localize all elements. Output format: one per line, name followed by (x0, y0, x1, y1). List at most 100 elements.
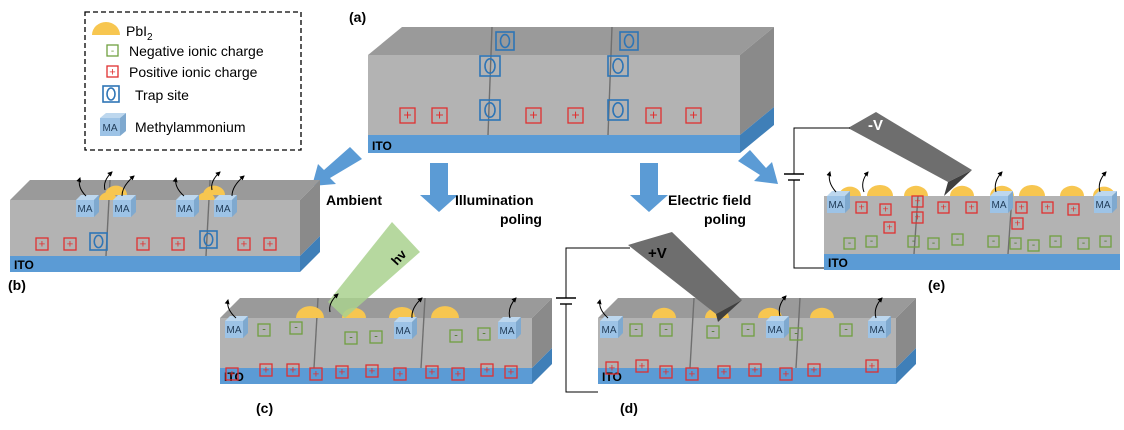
svg-text:+: + (429, 366, 436, 378)
negative-charge: - (289, 321, 303, 335)
svg-text:-: - (992, 236, 995, 247)
negative-charge: - (449, 329, 463, 343)
svg-text:MA: MA (602, 325, 617, 336)
positive-charge: + (911, 211, 924, 224)
ito-side (896, 348, 916, 384)
grain-boundary (795, 297, 801, 369)
negative-charge: - (629, 323, 643, 337)
arrow-label-illumination: Illumination (455, 192, 534, 208)
svg-text:+: + (968, 203, 974, 214)
negative-charge: - (951, 233, 964, 246)
positive-charge: + (171, 237, 185, 251)
methylammonium: MA (225, 316, 248, 338)
pbi2-grain (296, 306, 324, 318)
svg-text:MA: MA (103, 123, 118, 134)
film-front (824, 196, 1120, 254)
methylammonium: MA (766, 316, 789, 338)
svg-text:-: - (1014, 238, 1017, 249)
svg-text:+: + (914, 197, 920, 208)
legend-negative-sign: - (111, 46, 114, 57)
trap-site (479, 55, 501, 77)
ito-label: ITO (14, 258, 34, 272)
positive-charge: + (635, 359, 649, 373)
legend-pbi2-label: PbI2 (126, 23, 153, 43)
ito-front (368, 135, 740, 153)
circuit-wire (793, 127, 850, 174)
panel-label-a: (a) (349, 9, 366, 25)
svg-text:-: - (848, 238, 851, 249)
svg-text:-: - (634, 324, 638, 336)
svg-text:+: + (639, 360, 646, 372)
methylammonium: MA (827, 191, 850, 213)
positive-charge: + (286, 363, 300, 377)
negative-charge: - (1049, 235, 1062, 248)
film-top (220, 298, 552, 318)
legend-positive-sign: + (109, 67, 115, 79)
arrow-illumination (420, 163, 458, 212)
positive-charge: + (225, 367, 239, 381)
svg-text:MA: MA (396, 326, 411, 337)
escape-arrow (862, 171, 869, 193)
svg-text:+: + (858, 203, 864, 214)
afm-tip (628, 232, 742, 314)
svg-text:+: + (940, 203, 946, 214)
positive-charge: + (1041, 201, 1054, 214)
legend-positive-label: Positive ionic charge (129, 64, 258, 80)
circuit-wire (565, 304, 598, 393)
pbi2-grain (810, 307, 834, 318)
positive-charge: + (567, 107, 584, 124)
svg-text:+: + (886, 223, 892, 234)
ito-label: ITO (372, 139, 392, 153)
arrow-electric-field (630, 163, 668, 212)
methylammonium: MA (1094, 191, 1117, 213)
film-top (368, 27, 774, 55)
negative-charge: - (789, 327, 803, 341)
ito-front (824, 254, 1120, 270)
svg-text:-: - (454, 330, 458, 342)
negative-charge: - (843, 237, 856, 250)
escape-arrow (76, 177, 87, 197)
negative-charge: - (1099, 235, 1112, 248)
svg-text:-: - (1082, 238, 1085, 249)
light-beam (328, 222, 420, 318)
methylammonium: MA (76, 195, 99, 217)
arrow-to-e (738, 150, 778, 184)
positive-charge: + (335, 365, 349, 379)
escape-arrow (211, 171, 221, 191)
svg-text:MA: MA (178, 204, 193, 215)
negative-charge: - (741, 323, 755, 337)
svg-text:+: + (313, 368, 320, 380)
film-e: ITO- - - - - - - - - - -+ +++ + + + ++++MA MA MA-V (784, 112, 1120, 270)
pbi2-grain (99, 192, 117, 200)
ito-side (300, 236, 320, 272)
afm-tip (848, 112, 972, 182)
legend: PbI2 - Negative ionic charge + Positive … (84, 11, 302, 151)
svg-text:+: + (689, 108, 697, 124)
ito-side (532, 348, 552, 384)
svg-text:+: + (529, 108, 537, 124)
svg-text:+: + (508, 366, 515, 378)
pbi2-grain (950, 185, 974, 196)
svg-text:-: - (294, 322, 298, 334)
grain-boundary (913, 195, 919, 255)
panel-label-b: (b) (8, 277, 26, 293)
film-d: ITO- - - - - -+ + + + + + + + +MA MA MA+V (556, 232, 916, 393)
escape-arrow (778, 295, 787, 317)
svg-text:-: - (870, 236, 873, 247)
methylammonium: MA (113, 195, 136, 217)
film-a: ITO + + + + + + (368, 26, 774, 153)
svg-text:MA: MA (216, 204, 231, 215)
legend-negative-label: Negative ionic charge (129, 43, 264, 59)
film-front (368, 55, 740, 135)
negative-charge: - (369, 330, 383, 344)
svg-text:-: - (794, 328, 798, 340)
positive-charge: + (807, 363, 821, 377)
methylammonium: MA (990, 191, 1013, 213)
positive-charge: + (883, 221, 896, 234)
svg-text:-: - (1104, 236, 1107, 247)
svg-text:+: + (1070, 205, 1076, 216)
svg-text:+: + (882, 205, 888, 216)
